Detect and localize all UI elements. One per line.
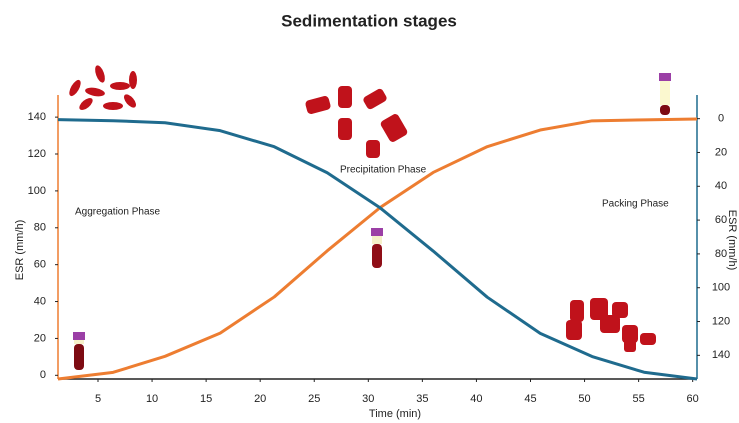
chart-title: Sedimentation stages bbox=[281, 11, 457, 30]
y2-tick-label: 60 bbox=[715, 214, 727, 226]
x-tick-label: 60 bbox=[687, 393, 699, 405]
x-tick-label: 20 bbox=[254, 393, 266, 405]
y-tick-label: 20 bbox=[34, 332, 46, 344]
y2-tick-label: 100 bbox=[712, 282, 730, 294]
y-tick-label: 120 bbox=[28, 148, 46, 160]
x-tick-label: 5 bbox=[95, 393, 101, 405]
y2-tick-label: 40 bbox=[715, 180, 727, 192]
y-tick-label: 0 bbox=[40, 369, 46, 381]
y2-tick-label: 20 bbox=[715, 146, 727, 158]
y2-tick-label: 140 bbox=[712, 349, 730, 361]
chart: Sedimentation stages Time (min) ESR (mm/… bbox=[0, 0, 739, 423]
x-tick-label: 35 bbox=[416, 393, 428, 405]
annotation: Precipitation Phase bbox=[340, 165, 427, 176]
y-tick-label: 140 bbox=[28, 111, 46, 123]
y-tick-label: 40 bbox=[34, 295, 46, 307]
x-tick-label: 30 bbox=[362, 393, 374, 405]
x-tick-label: 15 bbox=[200, 393, 212, 405]
x-axis-label: Time (min) bbox=[369, 408, 421, 420]
x-tick-label: 50 bbox=[578, 393, 590, 405]
x-tick-label: 25 bbox=[308, 393, 320, 405]
y2-tick-label: 80 bbox=[715, 248, 727, 260]
y-axis-label: ESR (mm/h) bbox=[14, 220, 26, 281]
y-tick-label: 80 bbox=[34, 222, 46, 234]
y2-axis-label: ESR (mm/h) bbox=[726, 210, 738, 271]
annotation: Aggregation Phase bbox=[75, 207, 161, 218]
x-tick-label: 40 bbox=[470, 393, 482, 405]
y2-tick-label: 0 bbox=[718, 113, 724, 125]
y-tick-label: 100 bbox=[28, 185, 46, 197]
y-tick-label: 60 bbox=[34, 259, 46, 271]
annotation: Packing Phase bbox=[602, 199, 669, 210]
x-tick-label: 45 bbox=[524, 393, 536, 405]
x-tick-label: 55 bbox=[632, 393, 644, 405]
y2-tick-label: 120 bbox=[712, 315, 730, 327]
x-tick-label: 10 bbox=[146, 393, 158, 405]
